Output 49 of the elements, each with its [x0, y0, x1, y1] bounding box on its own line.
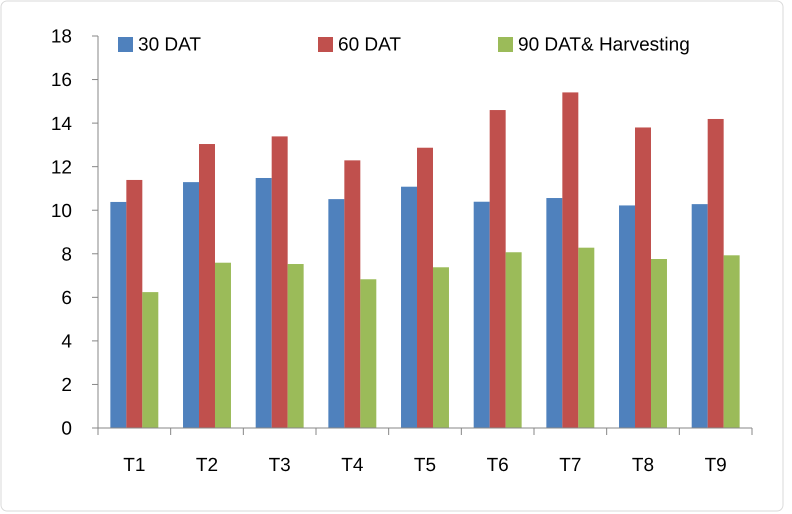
- y-tick-label: 14: [50, 114, 72, 135]
- bar: [490, 110, 506, 428]
- bar: [344, 160, 360, 428]
- bar: [619, 205, 636, 428]
- bar: [256, 178, 272, 428]
- bar: [562, 92, 578, 428]
- y-tick-label: 16: [50, 70, 72, 92]
- bar: [328, 199, 344, 428]
- bar: [126, 180, 142, 428]
- y-tick-label: 10: [50, 200, 72, 222]
- y-tick-label: 12: [50, 157, 72, 178]
- bar: [360, 279, 376, 428]
- bar: [474, 202, 490, 428]
- x-tick-label: T4: [341, 455, 364, 476]
- x-tick-label: T2: [196, 455, 218, 476]
- y-tick-label: 18: [50, 26, 72, 48]
- legend-label: 30 DAT: [138, 34, 202, 56]
- x-tick-label: T6: [486, 455, 509, 476]
- bar: [724, 255, 740, 428]
- bar: [546, 198, 562, 428]
- bar: [199, 144, 215, 428]
- bar: [692, 204, 708, 428]
- bar: [708, 118, 724, 428]
- x-tick-label: T7: [559, 455, 582, 476]
- bar: [650, 259, 667, 428]
- bar: [417, 148, 433, 428]
- bar: [214, 262, 231, 428]
- y-tick-label: 6: [61, 288, 72, 309]
- bar: [110, 202, 126, 428]
- bar: [142, 292, 158, 428]
- bar: [506, 252, 522, 428]
- x-tick-label: T3: [268, 455, 291, 476]
- x-tick-label: T1: [123, 455, 146, 476]
- y-tick-label: 2: [61, 375, 72, 396]
- bar: [183, 182, 200, 428]
- bar: [635, 127, 651, 428]
- y-tick-label: 4: [61, 332, 72, 353]
- y-tick-label: 0: [61, 418, 72, 440]
- x-tick-label: T5: [414, 455, 436, 476]
- bar: [432, 267, 449, 428]
- x-tick-label: T8: [632, 455, 654, 476]
- x-tick-label: T9: [704, 455, 727, 476]
- bar: [578, 248, 594, 428]
- bar: [288, 264, 304, 428]
- bar: [272, 136, 288, 428]
- legend-label: 60 DAT: [338, 34, 402, 56]
- legend-label: 90 DAT& Harvesting: [518, 34, 690, 56]
- bar: [401, 186, 418, 428]
- y-tick-label: 8: [61, 244, 72, 266]
